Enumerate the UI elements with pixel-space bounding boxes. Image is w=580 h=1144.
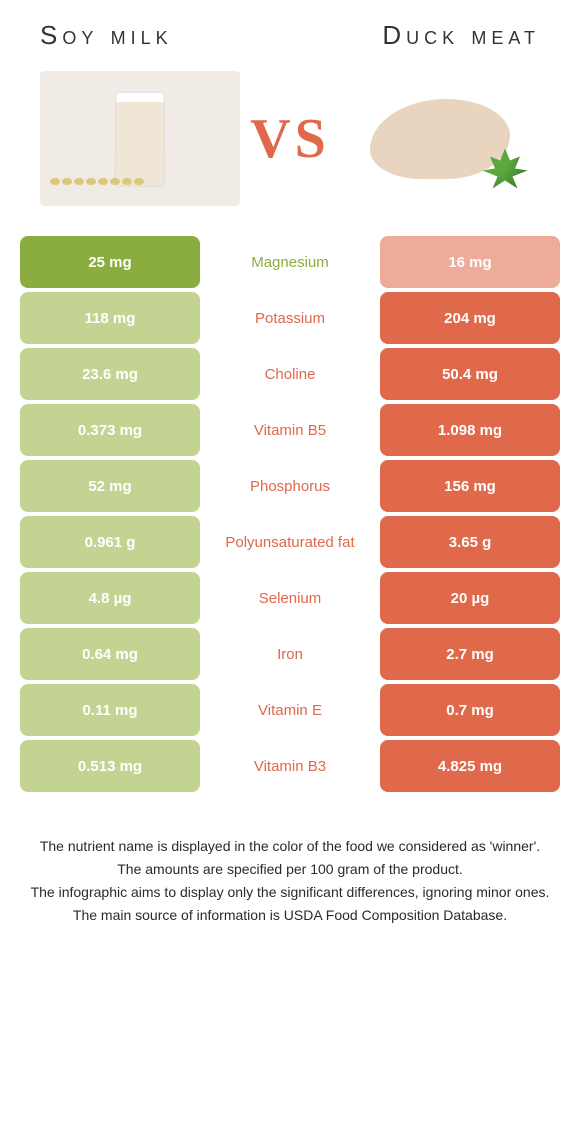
- table-row: 0.64 mgIron2.7 mg: [20, 628, 560, 680]
- nutrient-name: Phosphorus: [200, 460, 380, 512]
- nutrient-name: Iron: [200, 628, 380, 680]
- table-row: 0.11 mgVitamin E0.7 mg: [20, 684, 560, 736]
- right-food-title: Duck meat: [382, 20, 540, 51]
- nutrient-name: Vitamin E: [200, 684, 380, 736]
- right-value: 156 mg: [380, 460, 560, 512]
- table-row: 118 mgPotassium204 mg: [20, 292, 560, 344]
- image-row: VS: [0, 71, 580, 206]
- table-row: 52 mgPhosphorus156 mg: [20, 460, 560, 512]
- footnote-line: The infographic aims to display only the…: [30, 882, 550, 903]
- soy-milk-glass-icon: [115, 92, 166, 187]
- left-food-title: Soy milk: [40, 20, 173, 51]
- footnotes: The nutrient name is displayed in the co…: [0, 796, 580, 926]
- header: Soy milk Duck meat: [0, 20, 580, 51]
- table-row: 0.373 mgVitamin B51.098 mg: [20, 404, 560, 456]
- left-value: 118 mg: [20, 292, 200, 344]
- duck-meat-icon: [370, 99, 510, 179]
- right-value: 204 mg: [380, 292, 560, 344]
- right-food-image: [340, 71, 540, 206]
- nutrient-name: Vitamin B3: [200, 740, 380, 792]
- nutrient-name: Magnesium: [200, 236, 380, 288]
- right-value: 4.825 mg: [380, 740, 560, 792]
- left-value: 52 mg: [20, 460, 200, 512]
- left-value: 23.6 mg: [20, 348, 200, 400]
- footnote-line: The main source of information is USDA F…: [30, 905, 550, 926]
- left-value: 0.11 mg: [20, 684, 200, 736]
- table-row: 23.6 mgCholine50.4 mg: [20, 348, 560, 400]
- nutrient-table: 25 mgMagnesium16 mg118 mgPotassium204 mg…: [0, 236, 580, 792]
- left-food-image: [40, 71, 240, 206]
- table-row: 0.513 mgVitamin B34.825 mg: [20, 740, 560, 792]
- nutrient-name: Vitamin B5: [200, 404, 380, 456]
- table-row: 25 mgMagnesium16 mg: [20, 236, 560, 288]
- table-row: 0.961 gPolyunsaturated fat3.65 g: [20, 516, 560, 568]
- left-value: 25 mg: [20, 236, 200, 288]
- footnote-line: The amounts are specified per 100 gram o…: [30, 859, 550, 880]
- right-value: 50.4 mg: [380, 348, 560, 400]
- right-value: 3.65 g: [380, 516, 560, 568]
- right-value: 0.7 mg: [380, 684, 560, 736]
- nutrient-name: Choline: [200, 348, 380, 400]
- left-value: 4.8 µg: [20, 572, 200, 624]
- right-value: 16 mg: [380, 236, 560, 288]
- left-value: 0.961 g: [20, 516, 200, 568]
- table-row: 4.8 µgSelenium20 µg: [20, 572, 560, 624]
- right-value: 20 µg: [380, 572, 560, 624]
- nutrient-name: Polyunsaturated fat: [200, 516, 380, 568]
- vs-label: VS: [250, 107, 330, 171]
- nutrient-name: Selenium: [200, 572, 380, 624]
- left-value: 0.64 mg: [20, 628, 200, 680]
- soy-beans-icon: [50, 178, 170, 198]
- nutrient-name: Potassium: [200, 292, 380, 344]
- footnote-line: The nutrient name is displayed in the co…: [30, 836, 550, 857]
- right-value: 1.098 mg: [380, 404, 560, 456]
- left-value: 0.513 mg: [20, 740, 200, 792]
- right-value: 2.7 mg: [380, 628, 560, 680]
- left-value: 0.373 mg: [20, 404, 200, 456]
